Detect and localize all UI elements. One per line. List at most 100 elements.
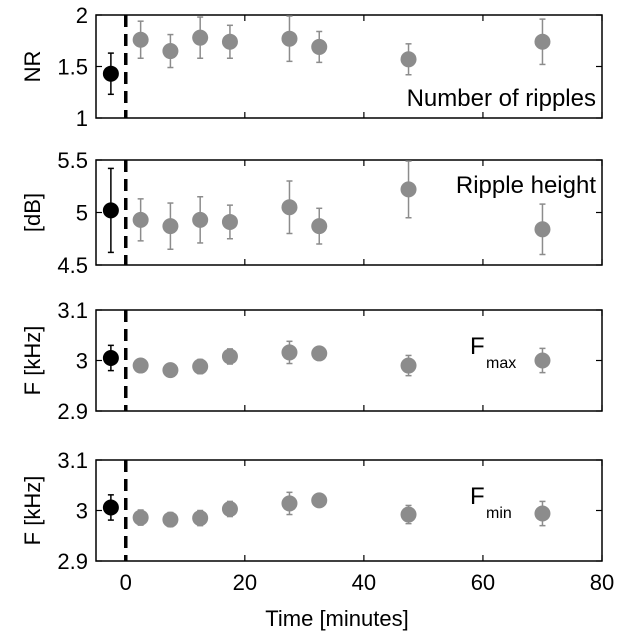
y-tick-label: 3.1 xyxy=(57,448,88,473)
x-tick-label: 40 xyxy=(352,570,376,595)
data-point xyxy=(221,348,238,365)
data-point xyxy=(221,204,238,240)
data-point xyxy=(400,43,417,76)
panel-annotation: F xyxy=(470,333,485,360)
data-marker xyxy=(102,499,119,516)
data-point xyxy=(534,347,551,374)
data-point xyxy=(281,180,298,235)
data-marker xyxy=(192,358,209,375)
data-point xyxy=(281,15,298,63)
data-point xyxy=(311,207,328,245)
plot-frame xyxy=(95,459,603,562)
data-marker xyxy=(132,509,149,526)
x-axis: Time [minutes] 0 20 40 60 80 xyxy=(120,570,615,631)
panel-annotation-subscript: min xyxy=(486,505,512,522)
data-marker xyxy=(311,38,328,55)
data-marker xyxy=(311,492,328,509)
y-tick-label: 1.5 xyxy=(57,55,88,80)
data-marker xyxy=(281,495,298,512)
data-marker xyxy=(192,29,209,46)
data-marker xyxy=(534,505,551,522)
data-marker xyxy=(400,51,417,68)
panel-annotation-subscript: max xyxy=(486,355,516,372)
y-tick-label: 1 xyxy=(76,106,88,131)
data-marker xyxy=(281,344,298,361)
data-marker xyxy=(400,506,417,523)
panel-ripple-height: 4.5 5 5.5 [dB] Ripple height xyxy=(20,148,603,278)
data-point xyxy=(534,18,551,66)
data-marker xyxy=(281,30,298,47)
data-marker xyxy=(311,218,328,235)
panel-number-of-ripples: 1 1.5 2 NR Number of ripples xyxy=(20,3,603,131)
baseline-point xyxy=(102,52,119,96)
data-point xyxy=(162,33,179,69)
data-marker xyxy=(221,348,238,365)
panels-layer: 1 1.5 2 NR Number of ripples 4.5 5 5.5 [dB] Rippl… xyxy=(20,3,603,574)
data-marker xyxy=(400,181,417,198)
x-tick-label: 20 xyxy=(233,570,257,595)
data-marker xyxy=(221,33,238,50)
data-marker xyxy=(192,510,209,527)
y-tick-label: 5.5 xyxy=(57,148,88,173)
data-marker xyxy=(534,33,551,50)
data-marker xyxy=(162,218,179,235)
y-axis-label: NR xyxy=(20,51,45,83)
data-marker xyxy=(192,211,209,228)
y-axis-label: F [kHz] xyxy=(20,476,45,546)
data-marker xyxy=(102,65,119,82)
y-tick-label: 2.9 xyxy=(57,549,88,574)
y-tick-label: 2 xyxy=(76,3,88,28)
data-point xyxy=(192,16,209,60)
data-point xyxy=(192,509,209,527)
data-point xyxy=(132,198,149,242)
data-point xyxy=(534,203,551,256)
data-marker xyxy=(162,511,179,528)
data-marker xyxy=(132,357,149,374)
data-point xyxy=(311,492,328,509)
data-point xyxy=(132,509,149,526)
y-tick-label: 2.9 xyxy=(57,399,88,424)
data-point xyxy=(281,340,298,365)
data-point xyxy=(221,24,238,60)
plot-frame xyxy=(95,309,603,412)
y-tick-label: 3.1 xyxy=(57,298,88,323)
data-point xyxy=(311,345,328,362)
panel-annotation: Ripple height xyxy=(456,172,596,199)
data-marker xyxy=(162,43,179,60)
data-point xyxy=(221,500,238,518)
x-axis-label: Time [minutes] xyxy=(265,606,408,631)
data-marker xyxy=(534,352,551,369)
data-point xyxy=(311,30,328,64)
data-point xyxy=(281,491,298,516)
data-marker xyxy=(162,362,179,379)
data-marker xyxy=(311,345,328,362)
y-tick-label: 3 xyxy=(76,499,88,524)
baseline-point xyxy=(102,494,119,521)
panel-annotation: F xyxy=(470,483,485,510)
data-point xyxy=(400,504,417,525)
data-point xyxy=(192,358,209,375)
data-marker xyxy=(534,221,551,238)
panel-annotation: Number of ripples xyxy=(407,85,596,112)
data-point xyxy=(400,354,417,377)
data-marker xyxy=(221,213,238,230)
data-marker xyxy=(132,211,149,228)
data-marker xyxy=(102,349,119,366)
y-axis-label: [dB] xyxy=(20,193,45,232)
baseline-point xyxy=(102,344,119,372)
data-point xyxy=(534,500,551,527)
y-tick-label: 3 xyxy=(76,349,88,374)
x-tick-label: 80 xyxy=(590,570,614,595)
x-tick-label: 0 xyxy=(120,570,132,595)
data-point xyxy=(132,357,149,374)
data-point xyxy=(162,202,179,250)
data-point xyxy=(162,511,179,528)
data-marker xyxy=(221,500,238,517)
x-tick-label: 60 xyxy=(471,570,495,595)
data-point xyxy=(192,196,209,244)
data-marker xyxy=(102,202,119,219)
y-tick-label: 5 xyxy=(76,201,88,226)
